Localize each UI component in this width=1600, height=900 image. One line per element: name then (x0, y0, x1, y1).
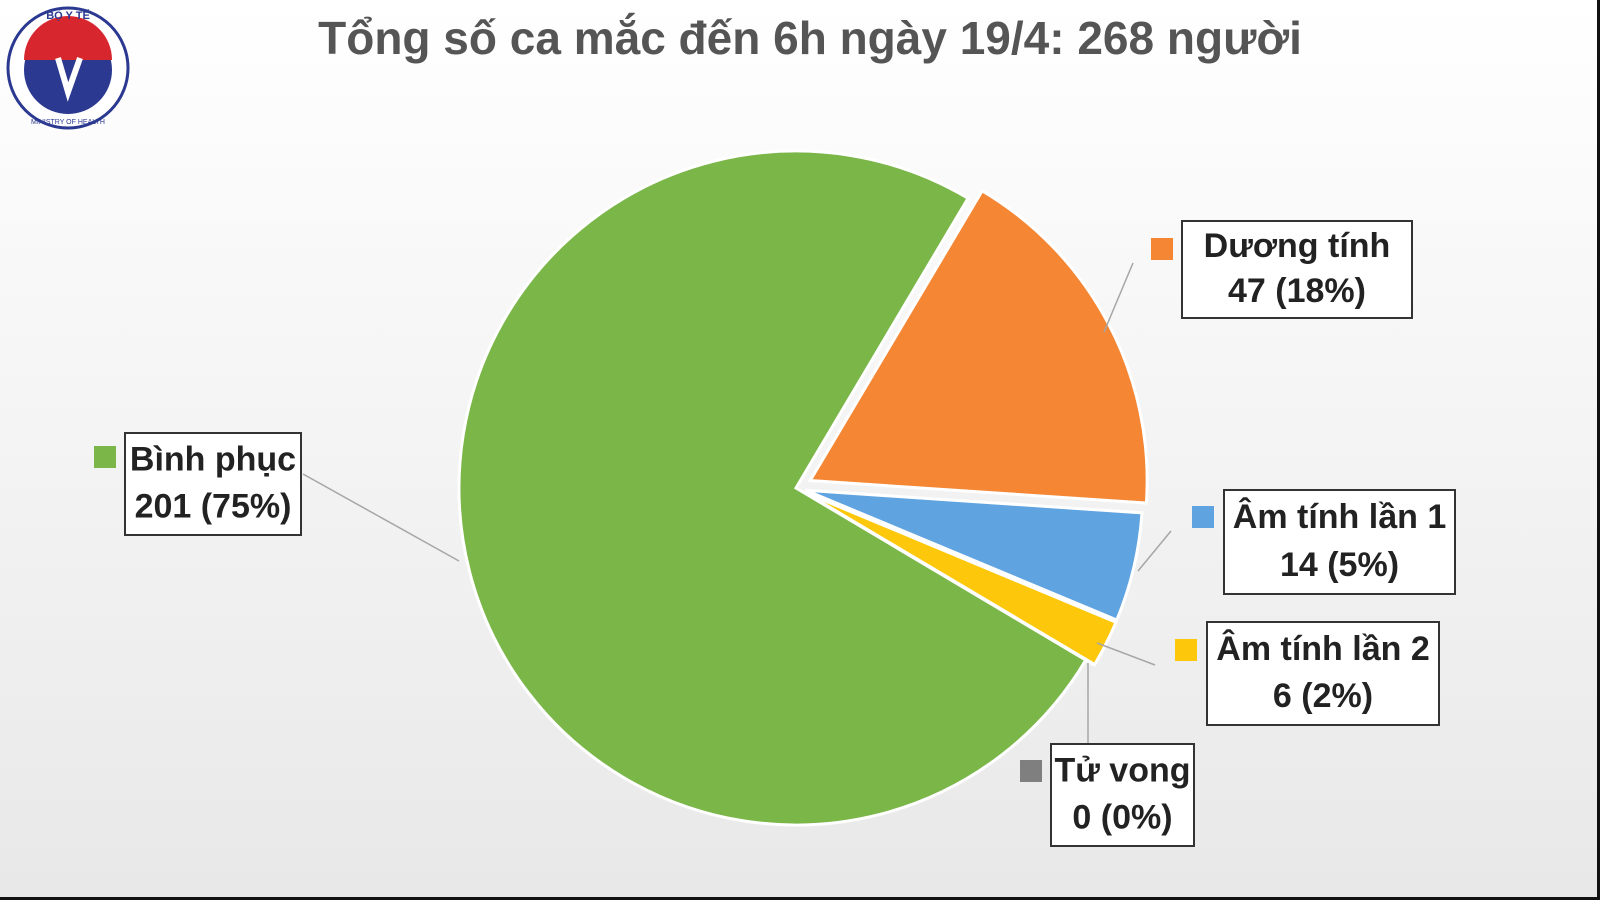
label-name: Bình phục (130, 441, 296, 479)
label-name: Dương tính (1204, 227, 1391, 265)
pie-slice (457, 149, 1088, 827)
label-name: Âm tính lần 1 (1233, 498, 1446, 536)
legend-swatch (1020, 760, 1042, 782)
label-value: 6 (2%) (1273, 677, 1373, 715)
legend-swatch (94, 446, 116, 468)
frame-edge (1597, 0, 1600, 900)
label-box (1206, 621, 1440, 726)
frame-edge (0, 897, 1600, 900)
pie-slice (805, 488, 1144, 622)
chart-title: Tổng số ca mắc đến 6h ngày 19/4: 268 ngư… (318, 12, 1302, 64)
label-box (1050, 743, 1195, 847)
label-value: 0 (0%) (1072, 798, 1172, 836)
leader-line (302, 473, 460, 562)
label-value: 47 (18%) (1228, 272, 1366, 310)
leader-line (1103, 262, 1134, 333)
leader-line (1096, 642, 1156, 666)
label-box (124, 432, 302, 536)
legend-swatch (1192, 506, 1214, 528)
logo-top: BỘ Y TẾ (46, 9, 90, 22)
pie-slice (807, 188, 1149, 505)
label-box (1223, 489, 1456, 595)
logo-bottom: MINISTRY OF HEALTH (31, 119, 105, 126)
label-value: 201 (75%) (135, 487, 292, 525)
logo-band (24, 16, 112, 60)
legend-swatch (1175, 639, 1197, 661)
label-name: Âm tính lần 2 (1216, 630, 1429, 668)
legend-swatch (1151, 238, 1173, 260)
logo-v (55, 57, 83, 102)
logo: BỘ Y TẾ MINISTRY OF HEALTH (6, 6, 130, 130)
leader-line (1137, 530, 1172, 572)
label-box (1181, 220, 1413, 319)
label-value: 14 (5%) (1280, 546, 1399, 584)
label-name: Tử vong (1054, 752, 1190, 790)
